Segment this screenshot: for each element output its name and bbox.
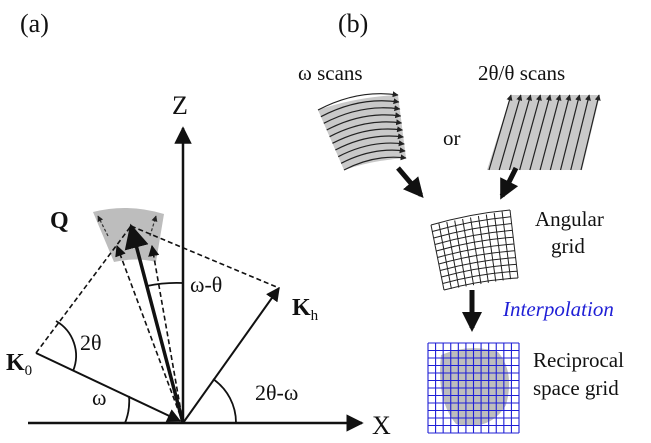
kh-vector xyxy=(182,286,280,424)
angular-grid-label-line1: Angular xyxy=(535,207,604,231)
two-theta-scans-fan xyxy=(487,94,601,171)
or-label: or xyxy=(443,126,461,150)
z-axis-label: Z xyxy=(172,91,188,120)
kh-label: Kh xyxy=(292,295,319,324)
interpolation-label: Interpolation xyxy=(502,297,614,321)
panel-a: (a) X Z Q K0 Kh xyxy=(6,9,391,440)
arrow-omega-to-grid xyxy=(396,166,424,199)
reciprocal-label-line2: space grid xyxy=(533,376,619,400)
two-theta-scan-line xyxy=(529,94,552,171)
angle-2theta-label: 2θ xyxy=(80,330,102,355)
angular-grid-col xyxy=(477,215,489,283)
angular-grid-row xyxy=(438,250,515,265)
angular-grid-row xyxy=(441,263,517,278)
q-scan-arrow-left xyxy=(97,215,109,237)
two-theta-scans-label: 2θ/θ scans xyxy=(478,61,565,85)
angular-grid-row xyxy=(442,270,518,284)
reciprocal-space-grid xyxy=(427,342,520,434)
two-theta-scan-line xyxy=(519,94,542,171)
angle-2theta-minus-omega-label: 2θ-ω xyxy=(255,380,298,405)
omega-scan-line xyxy=(317,91,399,111)
two-theta-scan-line xyxy=(580,94,601,171)
arc-omega xyxy=(124,395,131,424)
omega-scan-line xyxy=(320,98,400,118)
panel-b: (b) ω scans 2θ/θ scans or Angular grid I… xyxy=(298,9,624,434)
panel-b-label: (b) xyxy=(338,9,368,38)
angular-grid-col xyxy=(493,212,504,281)
angular-grid-row xyxy=(443,277,519,291)
omega-scan-line xyxy=(323,105,401,124)
arc-2theta xyxy=(55,320,77,372)
q-vector xyxy=(124,223,185,424)
angular-grid-col xyxy=(446,221,460,288)
omega-scan-line xyxy=(329,119,403,138)
k0-label: K0 xyxy=(6,350,32,379)
omega-scan-line xyxy=(326,112,402,131)
arc-omega-minus-theta xyxy=(146,281,184,287)
x-axis-label: X xyxy=(372,411,391,440)
two-theta-scan-line xyxy=(559,94,582,171)
angular-grid-row xyxy=(430,209,511,226)
q-scan-arrow-right xyxy=(149,215,158,237)
arrow-2theta-to-grid xyxy=(499,166,519,200)
angle-omega-minus-theta-label: ω-θ xyxy=(190,272,222,297)
q-label: Q xyxy=(50,208,69,234)
angular-grid-col xyxy=(470,217,482,285)
omega-scan-line xyxy=(343,154,407,171)
omega-scan-line xyxy=(340,147,406,164)
arc-2theta-minus-omega xyxy=(212,378,237,424)
k0-vector xyxy=(35,352,182,422)
angular-grid-col xyxy=(438,223,452,289)
angular-grid-col xyxy=(509,209,519,279)
two-theta-scan-line xyxy=(549,94,572,171)
two-theta-scan-line xyxy=(488,94,513,171)
reciprocal-label-line1: Reciprocal xyxy=(533,348,624,372)
angular-grid xyxy=(430,209,519,291)
two-theta-scan-line xyxy=(570,94,591,171)
dashed-k0-to-q xyxy=(35,225,132,354)
angle-omega-label: ω xyxy=(92,385,106,410)
angular-grid-col xyxy=(462,218,475,286)
q-dashed-vector-right xyxy=(148,244,184,424)
two-theta-scan-line xyxy=(498,94,523,171)
panel-a-label: (a) xyxy=(20,9,49,38)
omega-scan-line xyxy=(335,133,404,151)
angular-grid-col xyxy=(485,214,497,282)
omega-scans-label: ω scans xyxy=(298,61,363,85)
angular-grid-col xyxy=(454,220,467,287)
omega-scans-fan xyxy=(317,91,407,171)
omega-scan-line xyxy=(337,140,405,158)
angular-grid-col xyxy=(501,211,512,280)
two-theta-scan-line xyxy=(508,94,532,171)
omega-scan-line xyxy=(332,126,404,144)
dashed-q-to-kh xyxy=(130,225,280,289)
angular-grid-row xyxy=(439,257,516,271)
angular-grid-label-line2: grid xyxy=(551,234,585,258)
two-theta-scan-line xyxy=(539,94,562,171)
